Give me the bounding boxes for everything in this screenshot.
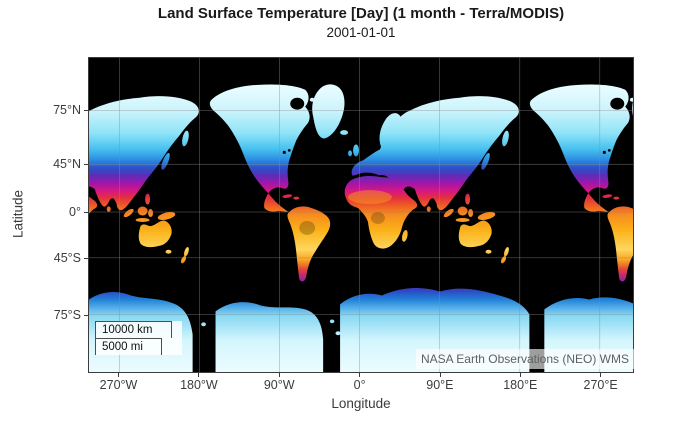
- x-tickmark: [198, 373, 199, 377]
- y-tickmark: [84, 315, 88, 316]
- x-tickmark: [520, 373, 521, 377]
- x-tickmark: [279, 373, 280, 377]
- y-tick-label: 75°N: [53, 103, 81, 117]
- scalebar-km-label: 10000 km: [96, 321, 172, 338]
- map-scalebar: 10000 km 5000 mi: [95, 321, 182, 355]
- y-tick-label: 45°N: [53, 157, 81, 171]
- figure-title: Land Surface Temperature [Day] (1 month …: [157, 5, 565, 22]
- x-tick-label: 90°E: [426, 378, 454, 392]
- y-tickmark: [84, 258, 88, 259]
- y-tickmark: [84, 110, 88, 111]
- y-axis-label: Latitude: [10, 189, 26, 239]
- y-tickmark: [84, 164, 88, 165]
- x-tick-label: 180°W: [180, 378, 218, 392]
- x-tickmark: [118, 373, 119, 377]
- y-tick-label: 45°S: [53, 251, 81, 265]
- x-tick-label: 90°W: [263, 378, 295, 392]
- x-tickmark: [359, 373, 360, 377]
- congo-mottle: [370, 212, 385, 224]
- x-tick-label: 0°: [353, 378, 366, 392]
- amazon-mottle: [299, 220, 316, 235]
- map-attribution: NASA Earth Observations (NEO) WMS: [415, 349, 634, 369]
- figure-subtitle: 2001-01-01: [326, 25, 396, 40]
- x-tick-label: 270°E: [583, 378, 618, 392]
- x-tickmark: [440, 373, 441, 377]
- y-tickmark: [84, 212, 88, 213]
- sahara-hot-core: [348, 190, 392, 205]
- graticule: [89, 58, 633, 372]
- x-tick-label: 180°E: [503, 378, 538, 392]
- x-axis-label: Longitude: [331, 396, 391, 411]
- scalebar-mi-ruler: 5000 mi: [96, 338, 182, 355]
- x-tick-label: 270°W: [99, 378, 138, 392]
- y-tick-label: 75°S: [53, 308, 81, 322]
- scalebar-km-ruler: 10000 km: [96, 321, 182, 338]
- y-tick-label: 0°: [69, 205, 81, 219]
- scalebar-mi-label: 5000 mi: [96, 338, 162, 355]
- x-tickmark: [600, 373, 601, 377]
